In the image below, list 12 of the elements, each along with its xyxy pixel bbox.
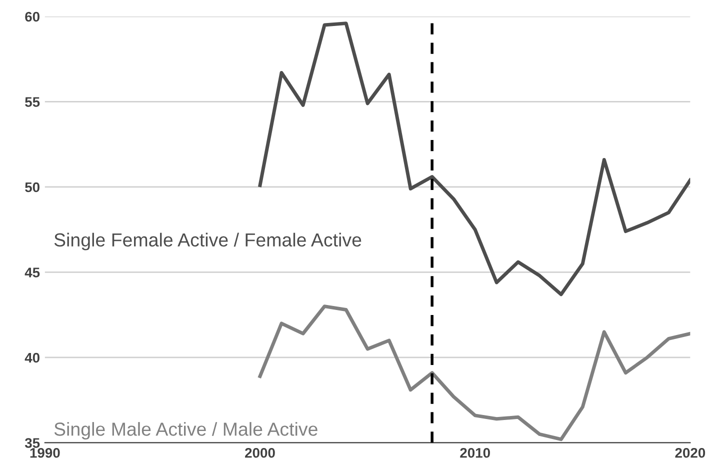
x-tick-label: 2000	[245, 448, 275, 458]
y-tick-label: 45	[24, 268, 40, 278]
text: Single Male Active / Male Active	[54, 422, 318, 440]
y-tick-label: 55	[25, 97, 40, 107]
text: Single Female Active / Female Active	[54, 232, 362, 250]
y-tick-label: 60	[25, 12, 40, 22]
y-tick-label: 40	[24, 352, 40, 363]
x-tick-label: 1990	[30, 448, 60, 458]
x-tick-label: 2010	[460, 448, 490, 458]
x-tick-label: 2020	[675, 448, 706, 458]
y-tick-label: 35	[24, 438, 40, 448]
y-tick-label: 50	[25, 182, 40, 192]
